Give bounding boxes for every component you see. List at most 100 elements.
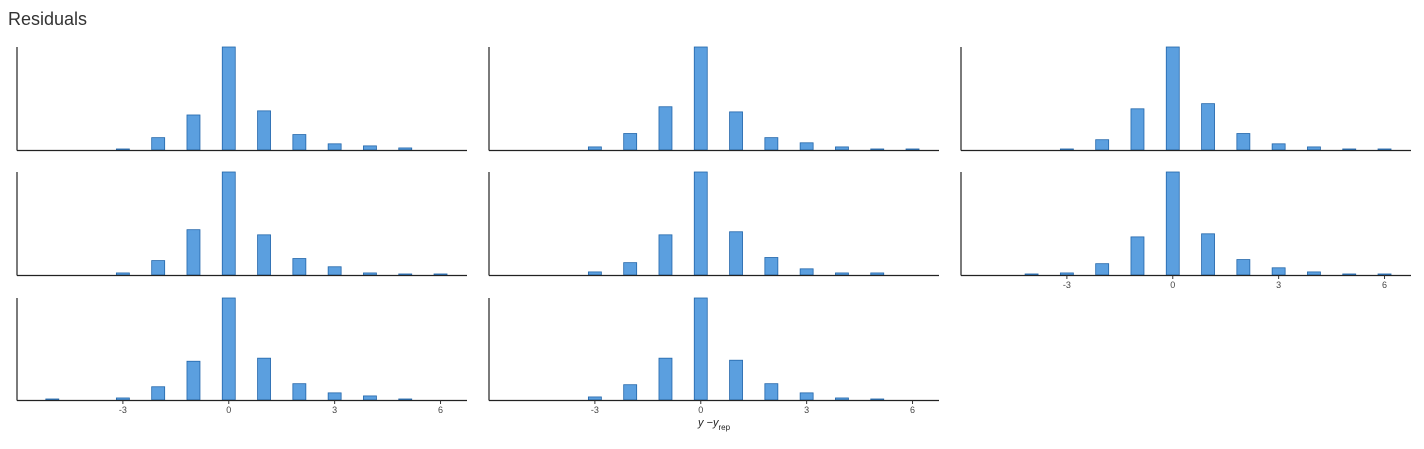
x-tick-label: 6 (1382, 280, 1387, 290)
x-tick-label: -3 (119, 405, 127, 415)
histogram-bar (1201, 233, 1215, 276)
histogram-bar (623, 384, 638, 401)
histogram-bar (327, 392, 342, 401)
histogram-bar (1201, 103, 1215, 151)
histogram-bar (363, 145, 377, 151)
histogram-bar (221, 297, 236, 401)
histogram-bar (292, 383, 307, 401)
histogram-bar (292, 134, 307, 151)
x-tick-label: 0 (226, 405, 231, 415)
histogram-bar (45, 398, 60, 401)
histogram-bar (257, 234, 271, 276)
histogram-bar (1342, 273, 1357, 276)
histogram-bar (327, 143, 342, 151)
histogram-bar (433, 273, 448, 276)
histogram-bar (186, 229, 201, 276)
histogram-bar (623, 262, 638, 276)
histogram-bar (587, 146, 602, 151)
x-tick-label: 6 (438, 405, 443, 415)
histogram-bar (221, 46, 236, 151)
histogram-bar (799, 268, 814, 276)
facet-panel-7: -3 0 3 6 (16, 297, 467, 415)
histogram-bar (658, 106, 673, 151)
histogram-bar (693, 297, 708, 401)
x-tick-label: -3 (1063, 280, 1071, 290)
histogram-bar (835, 146, 849, 151)
histogram-bar (1165, 46, 1180, 151)
histogram-bar (363, 395, 377, 401)
x-tick-label: 0 (698, 405, 703, 415)
histogram-bar (764, 137, 779, 151)
histogram-bar (587, 271, 602, 276)
histogram-bar (1271, 267, 1286, 276)
histogram-bar (799, 142, 814, 151)
histogram-bar (658, 234, 673, 276)
x-tick-label: 6 (910, 405, 915, 415)
histogram-bar (1377, 148, 1392, 151)
histogram-bar (764, 383, 779, 401)
histogram-bar (398, 398, 413, 401)
histogram-bar (1377, 273, 1392, 276)
facet-panel-2 (488, 46, 939, 152)
histogram-bar (835, 272, 849, 276)
histogram-bar (115, 148, 130, 151)
histogram-bar (398, 273, 413, 276)
facet-panel-6: -3 0 3 6 (960, 171, 1411, 290)
histogram-bar (115, 397, 130, 401)
histogram-bar (1059, 272, 1074, 276)
x-tick-label: 3 (332, 405, 337, 415)
histogram-bar (729, 359, 743, 401)
histogram-bar (693, 46, 708, 151)
histogram-bar (363, 272, 377, 276)
histogram-bar (729, 231, 743, 276)
histogram-bar (658, 357, 673, 401)
histogram-bar (587, 396, 602, 401)
histogram-bar (186, 114, 201, 151)
histogram-bar (693, 171, 708, 276)
histogram-bar (1236, 133, 1251, 151)
histogram-bar (729, 111, 743, 151)
x-axis-label: y −yrep (697, 417, 731, 432)
page-title: Residuals (8, 9, 88, 29)
x-tick-label: 3 (804, 405, 809, 415)
histogram-bar (1095, 263, 1110, 276)
histogram-bar (151, 137, 166, 151)
x-tick-label: 0 (1170, 280, 1175, 290)
facet-panel-8: -3 0 3 6 (488, 297, 939, 415)
histogram-bar (327, 266, 342, 276)
histogram-bar (623, 133, 638, 151)
histogram-bar (1095, 139, 1110, 151)
histogram-bar (1271, 143, 1286, 151)
histogram-bar (398, 147, 413, 151)
histogram-bar (870, 398, 885, 401)
histogram-bar (1130, 236, 1145, 276)
histogram-bar (1342, 148, 1357, 151)
facet-panel-1 (16, 46, 467, 152)
histogram-bar (905, 148, 920, 151)
histogram-bar (799, 392, 814, 401)
histogram-bar (292, 258, 307, 276)
histogram-bar (1307, 146, 1321, 151)
facet-panel-3 (960, 46, 1411, 152)
histogram-bar (1024, 273, 1039, 276)
histogram-bar (1307, 271, 1321, 276)
facet-panel-4 (16, 171, 467, 277)
facet-panel-5 (488, 171, 939, 277)
x-tick-label: 3 (1276, 280, 1281, 290)
x-tick-label: -3 (591, 405, 599, 415)
histogram-bar (870, 148, 885, 151)
histogram-bar (257, 110, 271, 151)
histogram-bar (186, 360, 201, 401)
histogram-bar (115, 272, 130, 276)
histogram-bar (151, 386, 166, 401)
histogram-bar (1130, 108, 1145, 151)
histogram-bar (764, 257, 779, 276)
histogram-bar (257, 357, 271, 401)
histogram-bar (1165, 171, 1180, 276)
histogram-bar (870, 272, 885, 276)
histogram-bar (1236, 259, 1251, 276)
histogram-bar (1059, 148, 1074, 151)
histogram-bar (221, 171, 236, 276)
histogram-bar (151, 260, 166, 276)
